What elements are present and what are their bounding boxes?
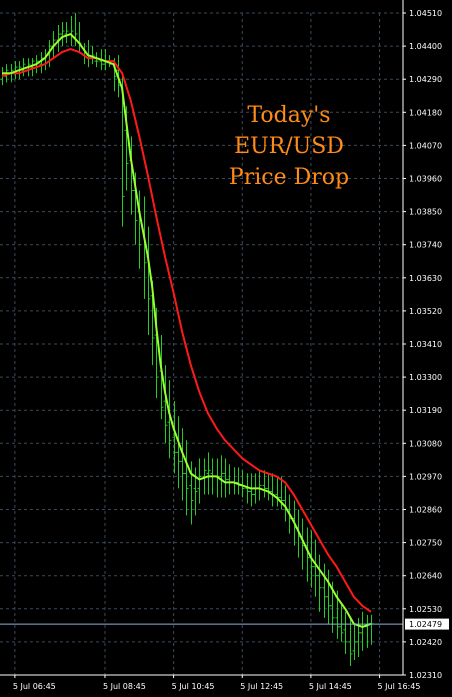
ohlc-bar bbox=[176, 416, 181, 489]
y-tick-label: 1.02750 bbox=[409, 539, 442, 548]
ohlc-bar bbox=[249, 473, 254, 507]
ohlc-bar bbox=[326, 569, 331, 624]
ohlc-bar bbox=[313, 539, 318, 597]
fast-moving-average-line bbox=[2, 33, 372, 628]
ohlc-bar bbox=[163, 365, 168, 444]
chart-title-line-1: Today's bbox=[247, 103, 330, 128]
ohlc-bar bbox=[172, 401, 177, 474]
ohlc-bar bbox=[322, 563, 327, 618]
y-tick-label: 1.02640 bbox=[409, 572, 442, 581]
ohlc-bar bbox=[167, 380, 172, 459]
y-tick-label: 1.04290 bbox=[409, 75, 442, 84]
ohlc-bar bbox=[180, 428, 185, 501]
ohlc-bar bbox=[339, 602, 344, 642]
ohlc-bar bbox=[94, 52, 99, 68]
y-tick-label: 1.04400 bbox=[409, 42, 442, 51]
y-tick-label: 1.03080 bbox=[409, 439, 442, 448]
y-tick-label: 1.03190 bbox=[409, 406, 442, 415]
y-tick-label: 1.04180 bbox=[409, 108, 442, 117]
chart-title-line-2: EUR/USD bbox=[234, 134, 344, 159]
current-price-label: 1.02479 bbox=[409, 620, 442, 629]
y-tick-label: 1.03850 bbox=[409, 208, 442, 217]
ohlc-bar bbox=[64, 22, 69, 44]
ohlc-bar bbox=[348, 617, 353, 666]
x-axis: 5 Jul 06:45 5 Jul 08:45 5 Jul 10:45 5 Jul 1… bbox=[13, 675, 421, 691]
ohlc-bar bbox=[184, 440, 189, 516]
y-tick-label: 1.04070 bbox=[409, 141, 442, 150]
ohlc-bar bbox=[343, 611, 348, 654]
ohlc-bar bbox=[223, 458, 228, 498]
x-tick-label: 5 Jul 14:45 bbox=[309, 682, 352, 691]
ohlc-bar bbox=[202, 458, 207, 495]
y-tick-label: 1.03960 bbox=[409, 175, 442, 184]
slow-moving-average-line bbox=[1, 48, 372, 613]
y-tick-label: 1.03740 bbox=[409, 241, 442, 250]
y-axis: 1.04510 1.04400 1.04290 1.04180 1.04070 1.039… bbox=[403, 9, 442, 680]
chart-title: Today's EUR/USD Price Drop bbox=[229, 103, 349, 190]
y-tick-label: 1.03630 bbox=[409, 274, 442, 283]
ohlc-bar bbox=[206, 452, 211, 495]
current-price-box bbox=[405, 618, 449, 630]
ohlc-bar bbox=[317, 554, 322, 612]
x-tick-label: 5 Jul 10:45 bbox=[172, 682, 215, 691]
y-tick-label: 1.03410 bbox=[409, 340, 442, 349]
y-tick-label: 1.04510 bbox=[409, 9, 442, 18]
y-tick-label: 1.02970 bbox=[409, 472, 442, 481]
x-tick-label: 5 Jul 08:45 bbox=[103, 682, 146, 691]
x-tick-label: 5 Jul 16:45 bbox=[378, 682, 421, 691]
y-tick-label: 1.03520 bbox=[409, 307, 442, 316]
y-tick-label: 1.02860 bbox=[409, 506, 442, 515]
ohlc-bar bbox=[189, 461, 194, 525]
current-price-marker: 1.02479 bbox=[405, 618, 449, 630]
moving-averages bbox=[1, 33, 372, 628]
ohlc-bar bbox=[219, 455, 224, 498]
y-tick-label: 1.02530 bbox=[409, 605, 442, 614]
y-tick-label: 1.02420 bbox=[409, 638, 442, 647]
ohlc-bar bbox=[193, 467, 198, 516]
x-tick-label: 5 Jul 12:45 bbox=[240, 682, 283, 691]
chart-title-line-3: Price Drop bbox=[229, 165, 349, 190]
grid-lines bbox=[0, 12, 403, 676]
ohlc-bar bbox=[197, 458, 202, 504]
y-tick-label: 1.02310 bbox=[409, 671, 442, 680]
ohlc-bar bbox=[262, 470, 267, 498]
ohlc-bar bbox=[352, 623, 357, 660]
ohlc-bar bbox=[60, 22, 65, 47]
ohlc-bar bbox=[245, 473, 250, 504]
y-tick-label: 1.03300 bbox=[409, 373, 442, 382]
x-tick-label: 5 Jul 06:45 bbox=[13, 682, 56, 691]
